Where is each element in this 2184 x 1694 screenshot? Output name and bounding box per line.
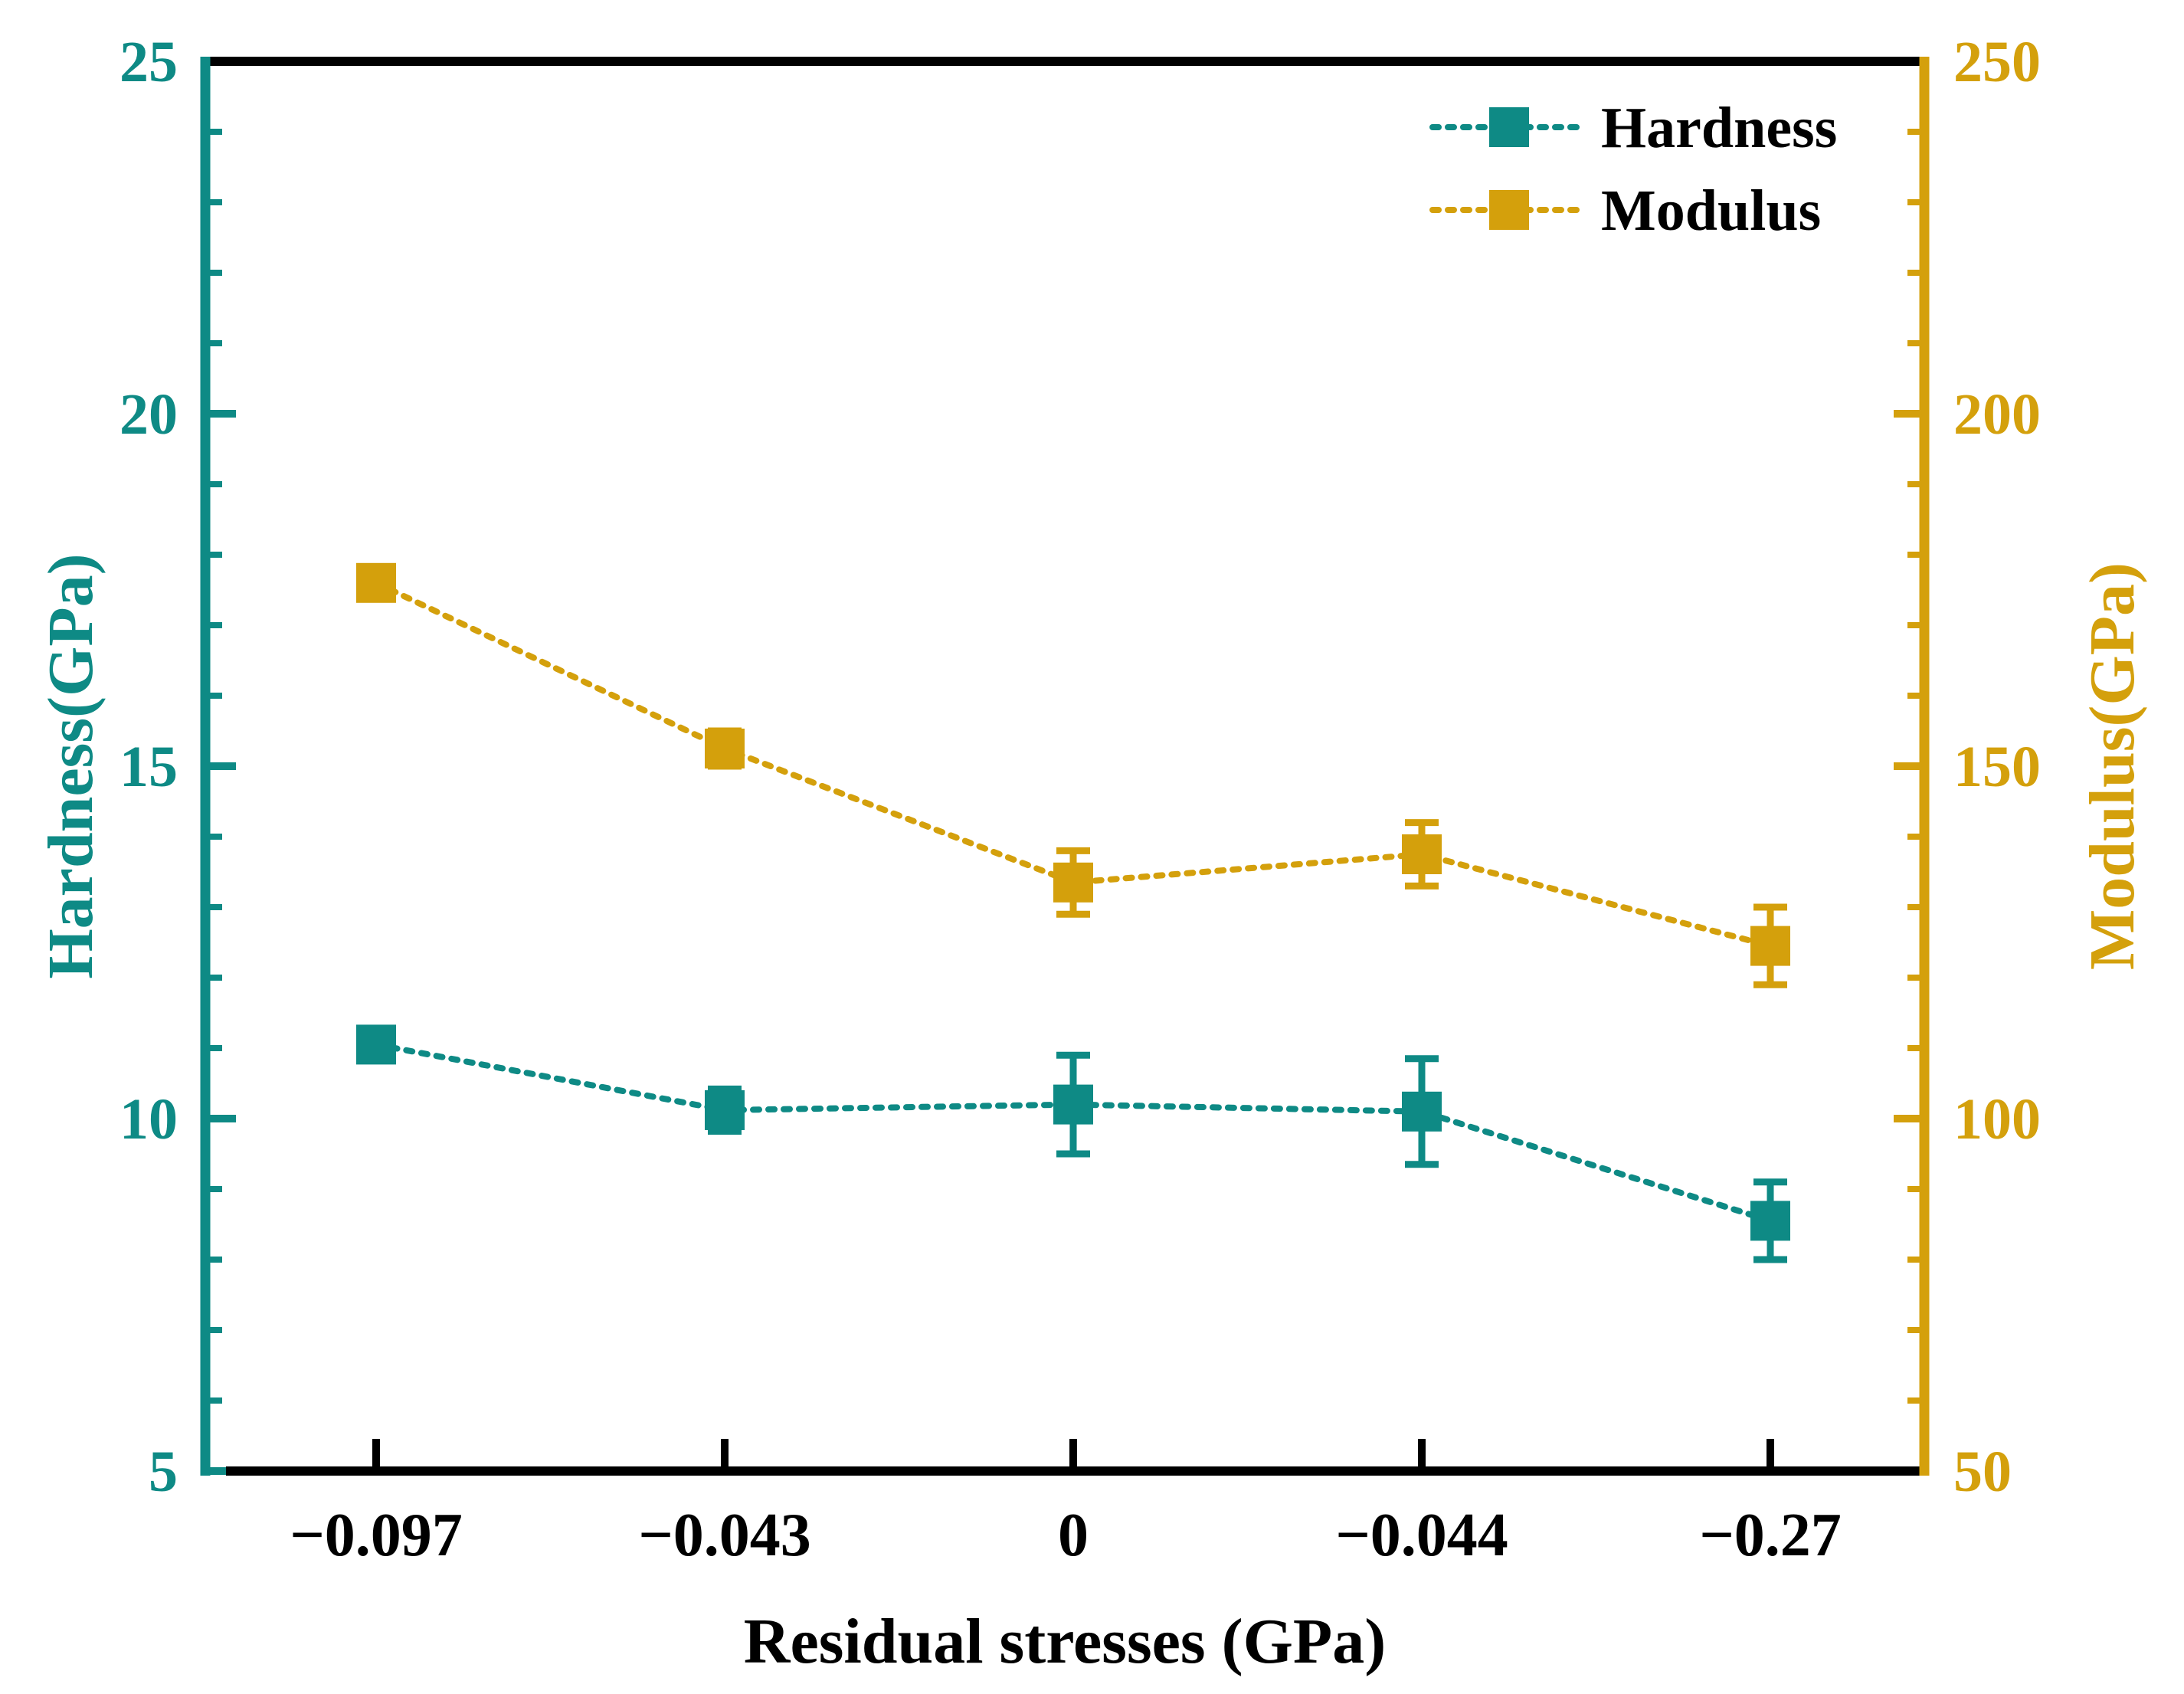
minor-ticks [205, 129, 1924, 1404]
left-tick-label: 25 [120, 30, 178, 94]
legend-modulus-marker [1489, 190, 1529, 230]
y-left-axis-label: Hardness(GPa) [35, 553, 106, 978]
modulus-point [1750, 926, 1790, 966]
x-tick-label: −0.097 [290, 1502, 463, 1569]
hardness-point [705, 1089, 745, 1130]
hardness-point [1750, 1201, 1790, 1241]
left-tick-labels: 5 10 15 20 25 [120, 30, 178, 1504]
x-tick-label: −0.044 [1335, 1502, 1508, 1569]
x-tick-labels: −0.097 −0.043 0 −0.044 −0.27 [290, 1502, 1842, 1569]
hardness-point [1053, 1084, 1093, 1125]
right-tick-labels: 50 100 150 200 250 [1953, 30, 2041, 1504]
x-axis-label: Residual stresses (GPa) [744, 1606, 1386, 1677]
x-ticks [372, 1439, 1774, 1471]
left-tick-label: 15 [120, 735, 178, 799]
left-tick-label: 20 [120, 382, 178, 447]
series-modulus [356, 562, 1790, 988]
legend: Hardness Modulus [1429, 96, 1837, 243]
right-tick-label: 150 [1953, 735, 2041, 799]
x-tick-label: −0.27 [1699, 1502, 1842, 1569]
series-layer [356, 562, 1790, 1263]
x-tick-label: −0.043 [638, 1502, 811, 1569]
x-tick-label: 0 [1058, 1502, 1089, 1569]
right-tick-label: 200 [1953, 382, 2041, 447]
legend-modulus-label: Modulus [1601, 179, 1821, 243]
modulus-point [1402, 834, 1442, 874]
legend-entry-modulus: Modulus [1429, 179, 1821, 243]
legend-hardness-label: Hardness [1601, 96, 1837, 160]
modulus-point [1053, 862, 1093, 903]
left-tick-label: 5 [149, 1440, 178, 1504]
legend-entry-hardness: Hardness [1429, 96, 1837, 160]
right-tick-label: 100 [1953, 1087, 2041, 1152]
series-hardness [356, 1024, 1790, 1263]
modulus-point [356, 562, 396, 603]
right-tick-label: 250 [1953, 30, 2041, 94]
modulus-point [705, 729, 745, 768]
left-tick-label: 10 [120, 1087, 178, 1152]
hardness-point [356, 1024, 396, 1065]
hardness-point [1402, 1091, 1442, 1132]
y-right-axis-label: Modulus(GPa) [2077, 562, 2148, 970]
right-tick-label: 50 [1953, 1440, 2012, 1504]
major-ticks [205, 57, 1924, 1475]
legend-hardness-marker [1489, 107, 1529, 147]
